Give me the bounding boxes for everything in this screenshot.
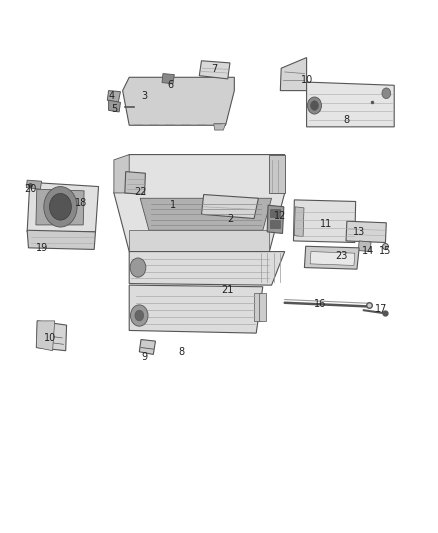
Text: 22: 22	[134, 187, 146, 197]
Polygon shape	[294, 207, 304, 237]
Polygon shape	[36, 321, 67, 351]
Polygon shape	[129, 230, 269, 252]
Polygon shape	[254, 293, 261, 321]
Polygon shape	[27, 230, 95, 249]
Polygon shape	[140, 198, 272, 230]
Polygon shape	[114, 155, 285, 252]
Polygon shape	[129, 285, 263, 333]
Circle shape	[44, 187, 77, 227]
Polygon shape	[107, 91, 120, 102]
Text: 9: 9	[141, 352, 148, 362]
Text: 15: 15	[379, 246, 392, 255]
Polygon shape	[201, 195, 258, 219]
Text: 4: 4	[109, 91, 115, 101]
Text: 13: 13	[353, 227, 365, 237]
Polygon shape	[358, 241, 371, 252]
Polygon shape	[36, 321, 55, 351]
Text: 3: 3	[141, 91, 148, 101]
Text: 17: 17	[375, 304, 387, 314]
Circle shape	[135, 310, 144, 321]
Text: 2: 2	[227, 214, 233, 223]
Polygon shape	[129, 252, 285, 285]
Text: 11: 11	[320, 219, 332, 229]
Text: 23: 23	[336, 251, 348, 261]
Polygon shape	[280, 58, 307, 91]
Polygon shape	[310, 252, 355, 265]
Polygon shape	[36, 189, 84, 225]
Polygon shape	[214, 124, 226, 130]
Text: 8: 8	[343, 115, 349, 125]
Polygon shape	[109, 100, 120, 112]
Polygon shape	[269, 155, 285, 193]
Text: 19: 19	[35, 243, 48, 253]
Polygon shape	[27, 182, 99, 232]
Text: 12: 12	[274, 211, 286, 221]
Polygon shape	[114, 155, 129, 193]
Text: 14: 14	[362, 246, 374, 255]
Text: 8: 8	[179, 347, 185, 357]
Text: 5: 5	[111, 104, 117, 114]
Text: 16: 16	[314, 299, 326, 309]
Circle shape	[382, 88, 391, 99]
Circle shape	[131, 305, 148, 326]
Circle shape	[307, 97, 321, 114]
Polygon shape	[270, 209, 280, 217]
Polygon shape	[307, 82, 394, 127]
Circle shape	[49, 193, 71, 220]
Text: 18: 18	[75, 198, 87, 207]
Text: 10: 10	[300, 75, 313, 85]
Polygon shape	[293, 200, 356, 243]
Polygon shape	[125, 172, 145, 195]
Polygon shape	[162, 74, 174, 84]
Polygon shape	[346, 221, 386, 243]
Polygon shape	[267, 205, 284, 233]
Polygon shape	[139, 340, 155, 354]
Polygon shape	[199, 61, 230, 79]
Polygon shape	[259, 293, 266, 321]
Text: 20: 20	[25, 184, 37, 194]
Circle shape	[130, 258, 146, 277]
Polygon shape	[26, 180, 42, 189]
Polygon shape	[304, 246, 359, 269]
Text: 7: 7	[212, 64, 218, 74]
Text: 21: 21	[222, 286, 234, 295]
Text: 1: 1	[170, 200, 176, 210]
Text: 10: 10	[44, 334, 57, 343]
Polygon shape	[123, 77, 234, 125]
Circle shape	[311, 101, 318, 110]
Polygon shape	[270, 220, 280, 228]
Text: 6: 6	[168, 80, 174, 90]
